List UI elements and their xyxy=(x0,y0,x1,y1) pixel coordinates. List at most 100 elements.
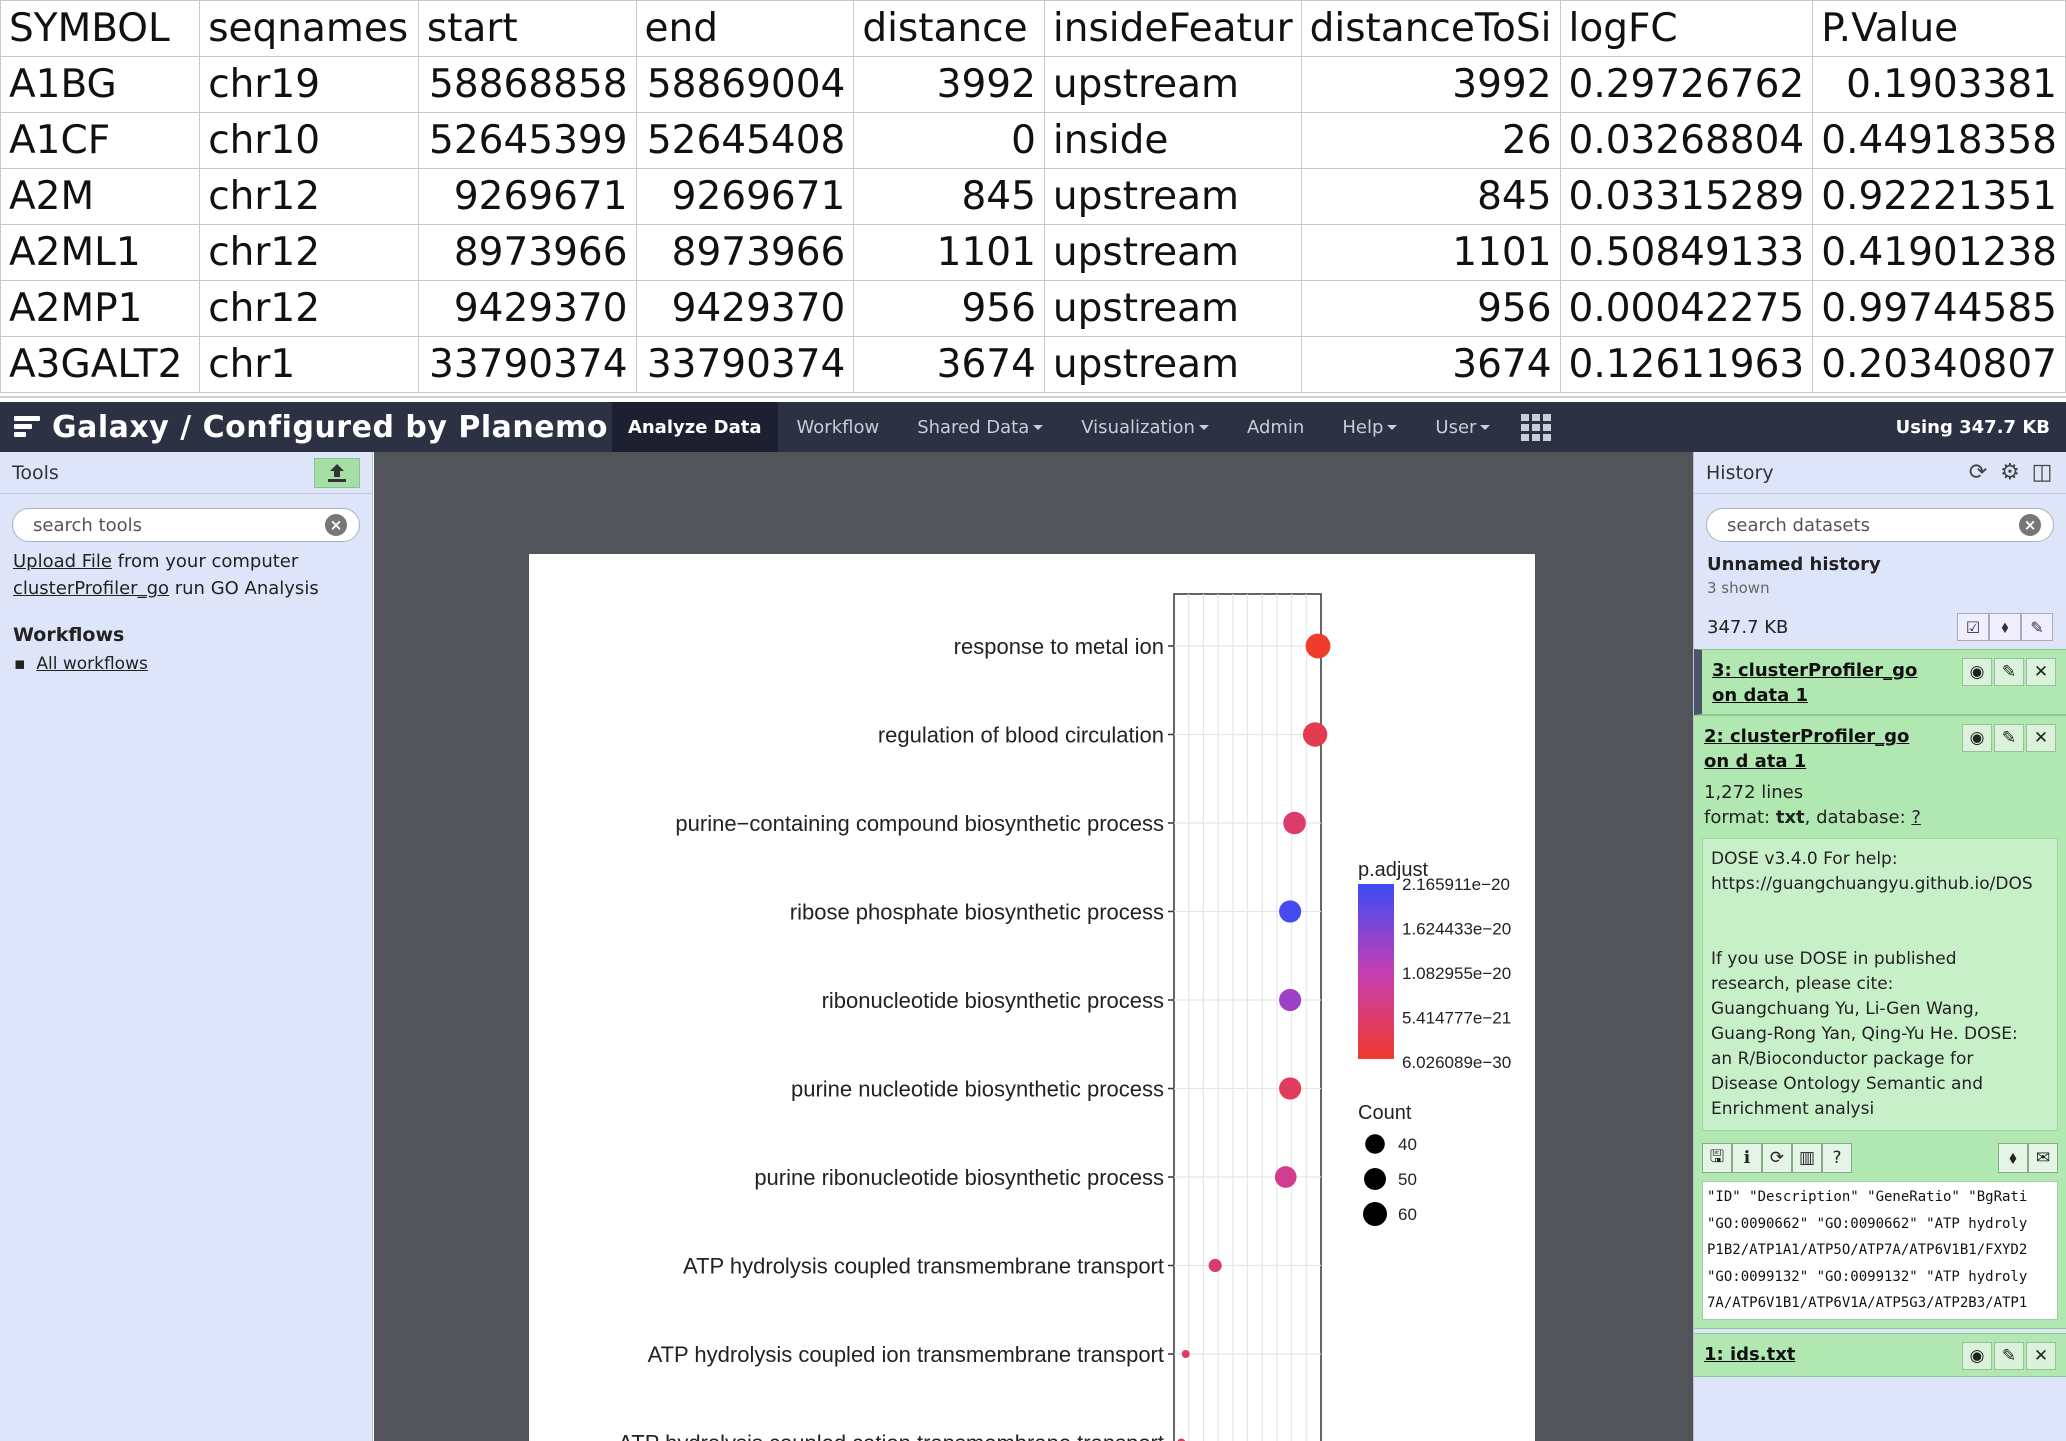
table-cell[interactable]: 3674 xyxy=(1300,336,1561,393)
table-cell[interactable]: 0.20340807 xyxy=(1812,336,2066,393)
table-cell[interactable]: 0.29726762 xyxy=(1559,56,1814,113)
nav-help[interactable]: Help xyxy=(1323,402,1416,452)
select-all-icon[interactable]: ☑ xyxy=(1957,613,1989,641)
table-cell[interactable]: 9429370 xyxy=(635,280,855,337)
eye-icon[interactable]: ◉ xyxy=(1962,1341,1992,1370)
eye-icon[interactable]: ◉ xyxy=(1962,658,1992,686)
table-cell[interactable]: 956 xyxy=(1300,280,1561,337)
database-link[interactable]: ? xyxy=(1911,807,1921,828)
column-header[interactable]: SYMBOL xyxy=(0,0,201,57)
table-cell[interactable]: 52645408 xyxy=(635,112,855,169)
table-cell[interactable]: 956 xyxy=(853,280,1045,337)
table-cell[interactable]: 9269671 xyxy=(635,168,855,225)
clear-search-icon[interactable]: × xyxy=(2019,514,2041,536)
pencil-icon[interactable]: ✎ xyxy=(1994,1341,2024,1370)
dataset-1-title[interactable]: 1: ids.txt xyxy=(1704,1343,1796,1365)
table-cell[interactable]: 0.92221351 xyxy=(1812,168,2066,225)
table-cell[interactable]: 33790374 xyxy=(635,336,855,393)
info-icon[interactable]: ℹ xyxy=(1732,1143,1762,1173)
table-cell[interactable]: 0.03315289 xyxy=(1559,168,1814,225)
dataset-2-title[interactable]: 2: clusterProfiler_go on d ata 1 xyxy=(1704,726,1910,772)
table-cell[interactable]: 58868858 xyxy=(417,56,637,113)
history-search-input[interactable]: search datasets × xyxy=(1706,508,2054,542)
nav-user[interactable]: User xyxy=(1416,402,1509,452)
clear-search-icon[interactable]: × xyxy=(325,514,347,536)
table-cell[interactable]: A1CF xyxy=(0,112,201,169)
table-cell[interactable]: 3992 xyxy=(1300,56,1561,113)
column-header[interactable]: distance xyxy=(853,0,1045,57)
comment-icon[interactable]: ✉ xyxy=(2028,1143,2058,1173)
table-cell[interactable]: inside xyxy=(1043,112,1302,169)
nav-admin[interactable]: Admin xyxy=(1246,416,1305,438)
table-cell[interactable]: 845 xyxy=(853,168,1045,225)
gear-icon[interactable]: ⚙ xyxy=(2000,460,2020,485)
quota-meter[interactable]: Using 347.7 KB xyxy=(1895,416,2050,438)
column-header[interactable]: end xyxy=(635,0,855,57)
delete-icon[interactable]: ✕ xyxy=(2026,658,2056,686)
history-name[interactable]: Unnamed history xyxy=(1707,554,1881,575)
refresh-icon[interactable]: ⟳ xyxy=(1968,460,1988,485)
tool-search-input[interactable]: search tools × xyxy=(12,508,360,542)
column-header[interactable]: logFC xyxy=(1559,0,1814,57)
nav-shared-data[interactable]: Shared Data xyxy=(898,402,1062,452)
dataset-3-title[interactable]: 3: clusterProfiler_go on data 1 xyxy=(1712,660,1918,706)
table-cell[interactable]: 9269671 xyxy=(417,168,637,225)
table-cell[interactable]: chr12 xyxy=(199,224,419,281)
table-cell[interactable]: chr12 xyxy=(199,168,419,225)
table-cell[interactable]: 0.99744585 xyxy=(1812,280,2066,337)
table-cell[interactable]: 1101 xyxy=(853,224,1045,281)
delete-icon[interactable]: ✕ xyxy=(2026,724,2056,752)
table-cell[interactable]: 845 xyxy=(1300,168,1561,225)
table-cell[interactable]: A2MP1 xyxy=(0,280,201,337)
tags-icon[interactable]: ⬧ xyxy=(1998,1143,2028,1173)
table-cell[interactable]: chr10 xyxy=(199,112,419,169)
table-cell[interactable]: 0.03268804 xyxy=(1559,112,1814,169)
rerun-icon[interactable]: ⟳ xyxy=(1762,1143,1792,1173)
visualize-icon[interactable]: ▥ xyxy=(1792,1143,1822,1173)
table-cell[interactable]: 33790374 xyxy=(417,336,637,393)
table-cell[interactable]: chr12 xyxy=(199,280,419,337)
column-header[interactable]: start xyxy=(417,0,637,57)
eye-icon[interactable]: ◉ xyxy=(1962,724,1992,752)
galaxy-brand[interactable]: Galaxy / Configured by Planemo xyxy=(0,402,608,452)
table-cell[interactable]: 0.41901238 xyxy=(1812,224,2066,281)
pencil-icon[interactable]: ✎ xyxy=(1994,724,2024,752)
clusterprofiler-go-link[interactable]: clusterProfiler_go xyxy=(13,578,170,599)
nav-visualization[interactable]: Visualization xyxy=(1062,402,1228,452)
upload-file-link[interactable]: Upload File xyxy=(13,551,112,572)
table-cell[interactable]: 26 xyxy=(1300,112,1561,169)
table-cell[interactable]: chr1 xyxy=(199,336,419,393)
pencil-icon[interactable]: ✎ xyxy=(1994,658,2024,686)
column-header[interactable]: distanceToSi xyxy=(1300,0,1561,57)
table-cell[interactable]: 0.50849133 xyxy=(1559,224,1814,281)
upload-button[interactable] xyxy=(314,457,360,488)
table-cell[interactable]: upstream xyxy=(1043,224,1302,281)
grid-icon[interactable] xyxy=(1521,414,1552,441)
tags-icon[interactable]: ⬧ xyxy=(1989,613,2021,641)
table-cell[interactable]: A3GALT2 xyxy=(0,336,201,393)
table-cell[interactable]: 9429370 xyxy=(417,280,637,337)
table-cell[interactable]: 8973966 xyxy=(635,224,855,281)
table-cell[interactable]: upstream xyxy=(1043,56,1302,113)
table-cell[interactable]: 0 xyxy=(853,112,1045,169)
table-cell[interactable]: upstream xyxy=(1043,280,1302,337)
table-cell[interactable]: 3992 xyxy=(853,56,1045,113)
table-cell[interactable]: upstream xyxy=(1043,168,1302,225)
table-cell[interactable]: A2ML1 xyxy=(0,224,201,281)
table-cell[interactable]: 8973966 xyxy=(417,224,637,281)
table-cell[interactable]: A1BG xyxy=(0,56,201,113)
table-cell[interactable]: A2M xyxy=(0,168,201,225)
column-header[interactable]: P.Value xyxy=(1812,0,2066,57)
delete-icon[interactable]: ✕ xyxy=(2026,1341,2056,1370)
table-cell[interactable]: 0.1903381 xyxy=(1812,56,2066,113)
table-cell[interactable]: upstream xyxy=(1043,336,1302,393)
table-cell[interactable]: 3674 xyxy=(853,336,1045,393)
columns-icon[interactable]: ◫ xyxy=(2031,460,2053,485)
all-workflows-link[interactable]: All workflows xyxy=(36,654,148,674)
save-icon[interactable]: 🖫 xyxy=(1702,1143,1732,1173)
nav-workflow[interactable]: Workflow xyxy=(796,416,880,438)
table-cell[interactable]: 0.00042275 xyxy=(1559,280,1814,337)
table-cell[interactable]: 0.44918358 xyxy=(1812,112,2066,169)
nav-analyze-data[interactable]: Analyze Data xyxy=(611,402,778,452)
table-cell[interactable]: 0.12611963 xyxy=(1559,336,1814,393)
